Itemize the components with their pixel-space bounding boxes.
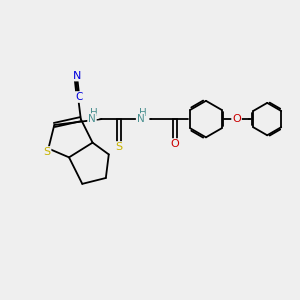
Text: N: N: [88, 114, 96, 124]
Text: H: H: [139, 108, 146, 118]
Text: H: H: [90, 108, 98, 118]
Text: O: O: [232, 114, 241, 124]
Text: N: N: [137, 114, 145, 124]
Text: S: S: [116, 142, 123, 152]
Text: C: C: [76, 92, 83, 102]
Text: S: S: [44, 147, 50, 157]
Text: O: O: [171, 139, 179, 149]
Text: N: N: [73, 70, 82, 80]
